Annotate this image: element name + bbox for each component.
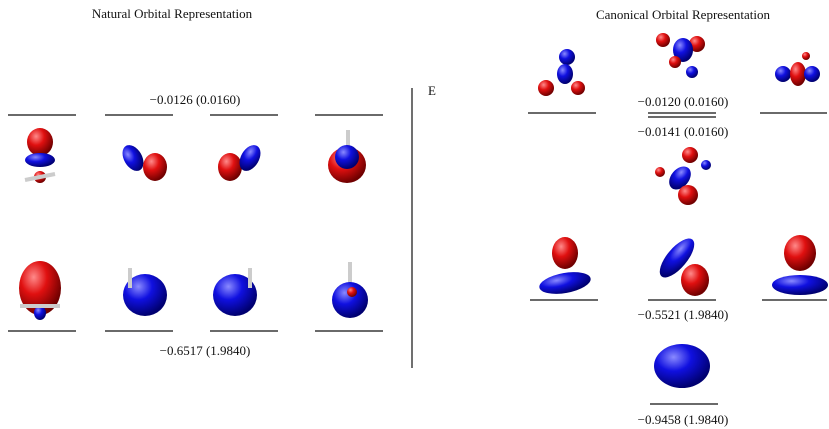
level-label: −0.0126 (0.0160) <box>150 92 241 107</box>
page: {"natural": {"title": "Natural Orbital R… <box>0 0 829 429</box>
orbital-images <box>19 33 828 388</box>
panel-title: Canonical Orbital Representation <box>596 7 771 22</box>
panel-title: Natural Orbital Representation <box>92 6 253 21</box>
level-label: −0.0141 (0.0160) <box>638 124 729 139</box>
level-label: −0.6517 (1.9840) <box>160 343 251 358</box>
level-label: −0.5521 (1.9840) <box>638 307 729 322</box>
level-label: −0.0120 (0.0160) <box>638 94 729 109</box>
orbital-diagram: Natural Orbital Representation Canonical… <box>0 0 829 429</box>
level-label: −0.9458 (1.9840) <box>638 412 729 427</box>
axis-label: E <box>428 83 436 98</box>
